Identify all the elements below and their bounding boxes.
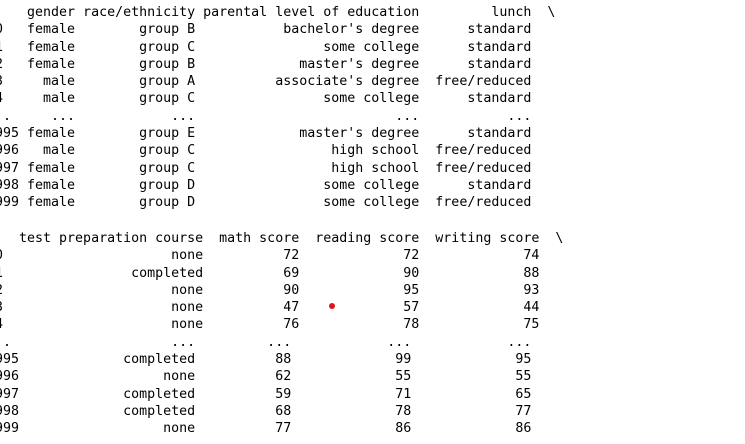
table-row: 996 none 62 55 55 — [0, 369, 556, 385]
table-row: 2 female group B master's degree standar… — [0, 56, 556, 72]
table-row: 0 none 72 72 74 — [0, 248, 564, 264]
table-ellipsis-row: .. ... ... ... ... — [0, 108, 556, 124]
table-row: 999 none 77 86 86 — [0, 421, 556, 437]
table-row: 4 male group C some college standard — [0, 91, 556, 107]
dataframe-block-demographics: gender race/ethnicity parental level of … — [0, 4, 555, 212]
table-header-row: test preparation course math score readi… — [0, 231, 564, 246]
table-row: 4 none 76 78 75 — [0, 317, 564, 333]
table-row: 2 none 90 95 93 — [0, 282, 564, 298]
table-header-row: gender race/ethnicity parental level of … — [0, 5, 556, 20]
table-row: 997 completed 59 71 65 — [0, 386, 556, 402]
table-row: 3 none 47 57 44 — [0, 300, 564, 316]
table-row: 996 male group C high school free/reduce… — [0, 143, 556, 159]
red-marker-dot — [329, 303, 335, 309]
table-row: 995 female group E master's degree stand… — [0, 126, 556, 142]
table-row: 3 male group A associate's degree free/r… — [0, 74, 556, 90]
table-row: 998 completed 68 78 77 — [0, 403, 556, 419]
table-row: 1 female group C some college standard — [0, 39, 556, 55]
table-row: 999 female group D some college free/red… — [0, 195, 556, 211]
table-row: 995 completed 88 99 95 — [0, 352, 556, 368]
table-row: 997 female group C high school free/redu… — [0, 160, 556, 176]
table-ellipsis-row: .. ... ... ... ... — [0, 334, 556, 350]
table-row: 1 completed 69 90 88 — [0, 265, 564, 281]
table-row: 0 female group B bachelor's degree stand… — [0, 22, 556, 38]
dataframe-block-scores: test preparation course math score readi… — [0, 230, 563, 438]
table-row: 998 female group D some college standard — [0, 177, 556, 193]
